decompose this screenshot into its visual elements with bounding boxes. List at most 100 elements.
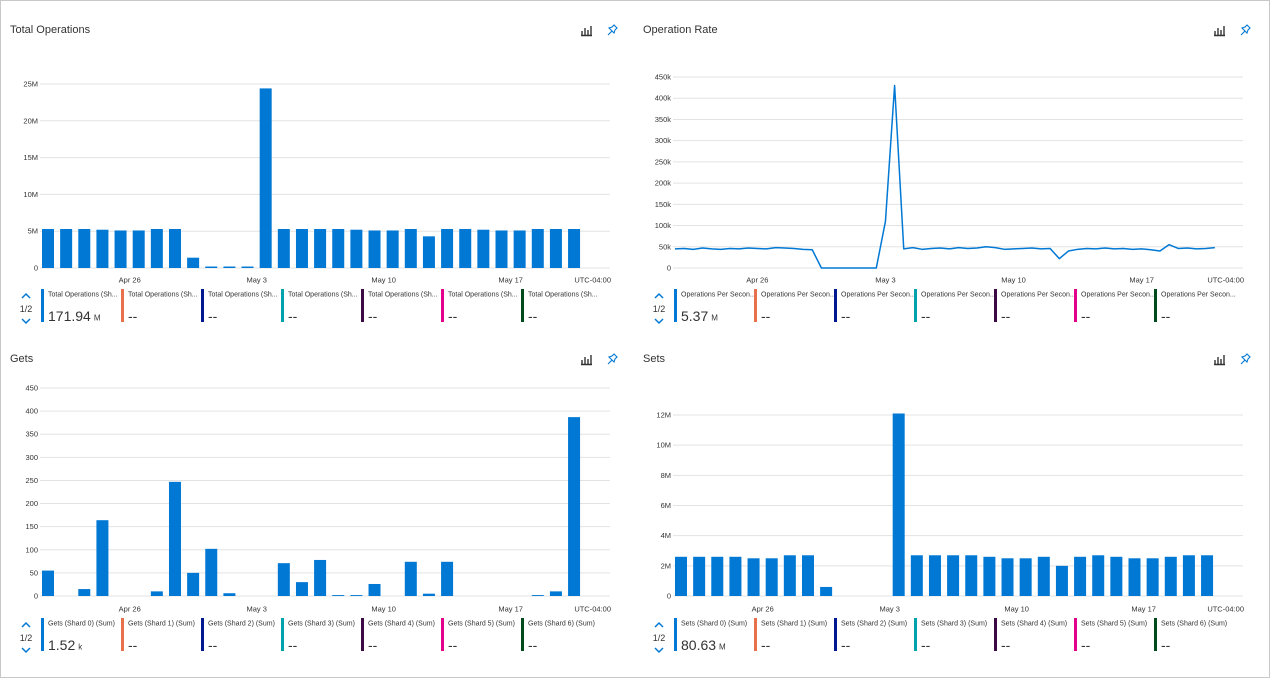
legend-name[interactable]: Sets (Shard 0) (Sum) <box>681 621 747 628</box>
legend-value: 1.52 <box>48 637 75 653</box>
legend-name[interactable]: Gets (Shard 2) (Sum) <box>208 621 275 628</box>
legend-name[interactable]: Gets (Shard 3) (Sum) <box>288 621 355 628</box>
y-tick-label: 25M <box>23 80 38 89</box>
metrics-icon[interactable] <box>581 355 592 366</box>
legend-value: -- <box>368 637 378 653</box>
legend-swatch <box>361 289 364 322</box>
bar <box>1092 555 1105 596</box>
legend-name[interactable]: Sets (Shard 4) (Sum) <box>1001 621 1067 628</box>
pager-down[interactable] <box>654 318 664 325</box>
timezone-label: UTC-04:00 <box>574 605 611 614</box>
pager-up[interactable] <box>654 621 664 628</box>
legend-name[interactable]: Gets (Shard 4) (Sum) <box>368 621 435 628</box>
pager-up[interactable] <box>21 292 31 299</box>
legend-name[interactable]: Operations Per Secon... <box>1081 292 1156 299</box>
legend-swatch <box>914 618 917 651</box>
y-tick-label: 450 <box>25 384 38 393</box>
bar <box>477 229 490 268</box>
y-tick-label: 12M <box>656 411 671 420</box>
bar <box>404 561 417 596</box>
bar <box>422 593 435 596</box>
legend-value: -- <box>1081 308 1091 324</box>
legend-name[interactable]: Gets (Shard 5) (Sum) <box>448 621 515 628</box>
legend-name[interactable]: Operations Per Secon... <box>841 292 916 299</box>
legend-value: -- <box>841 637 851 653</box>
y-tick-label: 10M <box>656 441 671 450</box>
legend-name[interactable]: Sets (Shard 5) (Sum) <box>1081 621 1147 628</box>
pin-icon[interactable] <box>1240 24 1251 36</box>
legend-value: -- <box>128 308 138 324</box>
legend-value: -- <box>1001 637 1011 653</box>
bar <box>1128 558 1141 596</box>
bar <box>568 228 581 268</box>
pin-icon[interactable] <box>1240 353 1251 365</box>
bar <box>783 555 796 596</box>
legend-swatch <box>361 618 364 651</box>
y-tick-label: 350 <box>25 430 38 439</box>
pager-down[interactable] <box>21 318 31 325</box>
legend-value: -- <box>288 308 298 324</box>
y-tick-label: 100 <box>25 545 38 554</box>
pager-down[interactable] <box>654 647 664 654</box>
bar <box>96 229 109 268</box>
legend-value: -- <box>921 308 931 324</box>
metrics-icon[interactable] <box>1214 355 1225 366</box>
bar <box>441 561 454 596</box>
bar <box>495 230 508 268</box>
legend-swatch <box>674 618 677 651</box>
legend-unit: M <box>711 314 718 323</box>
pager-down[interactable] <box>21 647 31 654</box>
legend-name[interactable]: Total Operations (Sh... <box>448 292 518 299</box>
legend-name[interactable]: Operations Per Secon... <box>1161 292 1236 299</box>
bar <box>441 228 454 268</box>
legend-name[interactable]: Total Operations (Sh... <box>288 292 358 299</box>
legend-name[interactable]: Gets (Shard 1) (Sum) <box>128 621 195 628</box>
legend-name[interactable]: Sets (Shard 2) (Sum) <box>841 621 907 628</box>
y-tick-label: 300k <box>655 136 672 145</box>
legend-name[interactable]: Gets (Shard 6) (Sum) <box>528 621 595 628</box>
legend-name[interactable]: Sets (Shard 1) (Sum) <box>761 621 827 628</box>
legend-name[interactable]: Total Operations (Sh... <box>128 292 198 299</box>
legend-swatch <box>754 618 757 651</box>
x-tick-label: May 10 <box>371 605 396 614</box>
legend-name[interactable]: Operations Per Secon... <box>761 292 836 299</box>
bar <box>241 266 254 268</box>
bar <box>187 257 200 268</box>
x-tick-label: Apr 26 <box>752 605 774 614</box>
y-tick-label: 400k <box>655 94 672 103</box>
legend-name[interactable]: Total Operations (Sh... <box>48 292 118 299</box>
bar <box>549 591 562 596</box>
pager-up[interactable] <box>654 292 664 299</box>
legend-name[interactable]: Total Operations (Sh... <box>208 292 278 299</box>
pager-label: 1/2 <box>653 304 666 314</box>
x-tick-label: May 3 <box>879 605 899 614</box>
legend-name[interactable]: Gets (Shard 0) (Sum) <box>48 621 115 628</box>
legend-name[interactable]: Sets (Shard 6) (Sum) <box>1161 621 1227 628</box>
bar <box>1019 558 1032 596</box>
bar <box>386 230 399 268</box>
bar <box>1001 558 1014 596</box>
metrics-icon[interactable] <box>581 26 592 37</box>
legend-name[interactable]: Sets (Shard 3) (Sum) <box>921 621 987 628</box>
legend-value: -- <box>288 637 298 653</box>
bar <box>314 228 327 268</box>
bar <box>1182 555 1195 596</box>
x-tick-label: May 17 <box>498 276 523 285</box>
bar <box>150 228 163 268</box>
legend-name[interactable]: Operations Per Secon... <box>1001 292 1076 299</box>
bar <box>892 413 905 596</box>
legend-name[interactable]: Total Operations (Sh... <box>368 292 438 299</box>
y-tick-label: 150 <box>25 522 38 531</box>
y-tick-label: 200 <box>25 499 38 508</box>
metrics-icon[interactable] <box>1214 26 1225 37</box>
pin-icon[interactable] <box>607 24 618 36</box>
pager-up[interactable] <box>21 621 31 628</box>
bar <box>947 555 960 596</box>
legend-name[interactable]: Operations Per Secon... <box>681 292 756 299</box>
bar <box>983 556 996 596</box>
legend-name[interactable]: Total Operations (Sh... <box>528 292 598 299</box>
legend-name[interactable]: Operations Per Secon... <box>921 292 996 299</box>
pin-icon[interactable] <box>607 353 618 365</box>
bar <box>747 558 760 596</box>
